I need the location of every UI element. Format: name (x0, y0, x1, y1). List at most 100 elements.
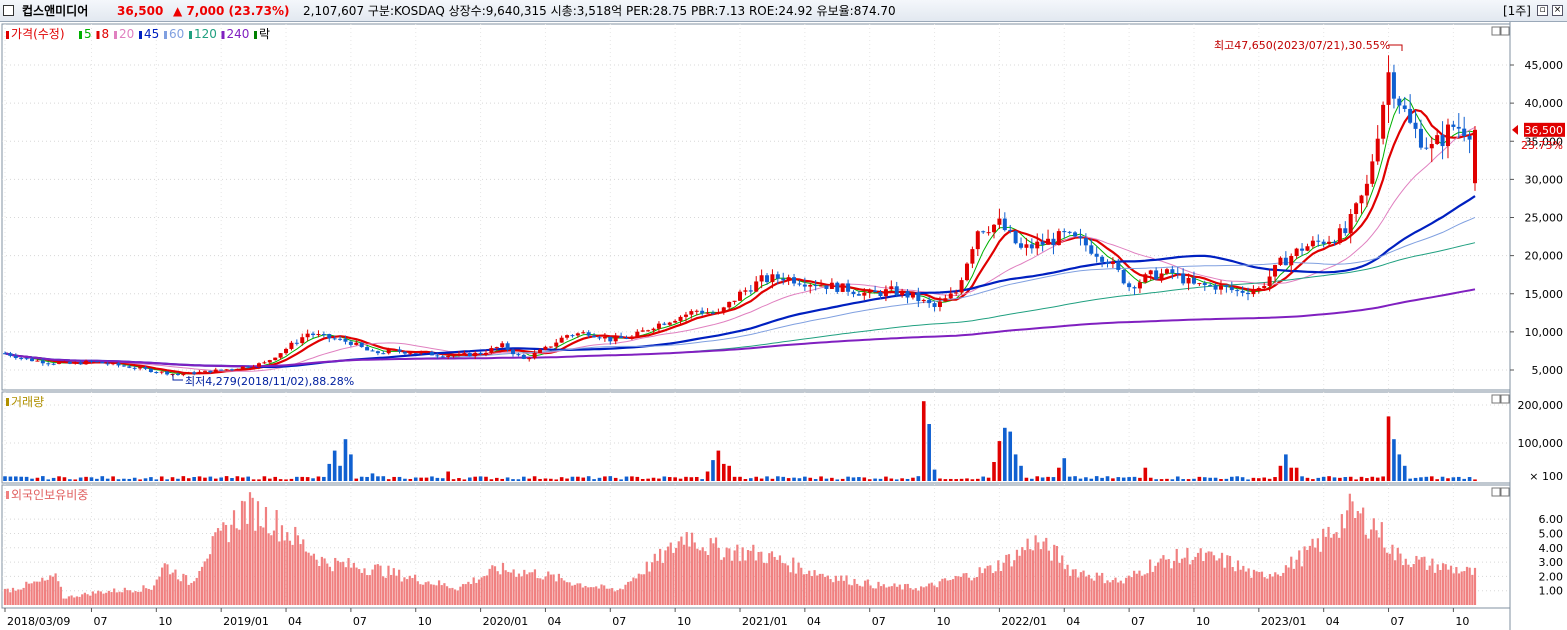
foreign-ratio-bar (99, 591, 102, 605)
volume-bar (970, 479, 975, 481)
candle-body (1283, 257, 1288, 266)
select-checkbox[interactable] (3, 5, 14, 16)
candle-body (705, 312, 710, 314)
foreign-ratio-bar (1119, 580, 1122, 605)
foreign-ratio-bar (1106, 580, 1109, 605)
volume-bar (224, 476, 229, 481)
candle-body (673, 320, 678, 323)
candle-body (678, 316, 683, 321)
foreign-ratio-bar (565, 582, 569, 605)
foreign-ratio-bar (1183, 557, 1186, 605)
foreign-ratio-bar (461, 584, 465, 605)
foreign-ratio-bar (384, 577, 387, 605)
candle-body (1073, 232, 1078, 237)
foreign-ratio-bar (778, 555, 782, 605)
foreign-ratio-bar (576, 583, 579, 605)
candle-body (619, 336, 624, 338)
candle-body (570, 335, 575, 337)
stock-chart[interactable]: 5,000 10,000 15,000 20,000 25,000 30,000 35,00… (0, 22, 1567, 630)
foreign-ratio-bar (1431, 558, 1434, 605)
candle-body (1202, 283, 1207, 285)
maximize-icon[interactable]: ▫ (1537, 5, 1548, 16)
foreign-ratio-bar (1276, 574, 1280, 605)
foreign-ratio-bar (1111, 580, 1114, 605)
volume-bar (846, 476, 850, 481)
foreign-ratio-bar (342, 561, 345, 605)
volume-bar (73, 479, 78, 481)
foreign-ratio-bar (1045, 537, 1048, 605)
volume-bar (905, 478, 910, 481)
volume-bar (1300, 476, 1304, 481)
foreign-ratio-bar (906, 583, 909, 605)
volume-bar (1332, 477, 1337, 481)
volume-bar (213, 478, 218, 481)
volume-bar (711, 460, 715, 481)
foreign-ratio-bar (272, 530, 276, 605)
foreign-ratio-bar (1292, 568, 1296, 605)
current-price-box (1524, 122, 1565, 137)
foreign-ratio-bar (933, 585, 936, 605)
foreign-ratio-bar (235, 528, 238, 605)
foreign-ratio-bar (475, 582, 478, 605)
foreign-ratio-bar (222, 522, 225, 605)
foreign-ratio-bar (701, 547, 704, 605)
volume-bar (732, 476, 737, 481)
foreign-ratio-bar (1295, 559, 1298, 605)
candle-body (1359, 195, 1364, 204)
period-label[interactable]: [1주] (1502, 4, 1531, 18)
legend-swatch (6, 31, 9, 39)
candle-body (348, 341, 353, 345)
foreign-ratio-bar (1423, 556, 1426, 605)
foreign-ratio-bar (161, 567, 164, 605)
foreign-ratio-bar (1090, 578, 1093, 605)
foreign-ratio-bar (1007, 554, 1011, 605)
foreign-ratio-bar (935, 587, 939, 605)
candle-body (640, 330, 645, 332)
foreign-ratio-bar (754, 560, 758, 605)
panel-frame (1, 391, 1511, 484)
volume-bar (467, 477, 472, 481)
candle-body (608, 336, 613, 342)
foreign-ratio-bar (134, 591, 137, 605)
volume-bar (1035, 476, 1040, 481)
foreign-ratio-bar (728, 548, 731, 605)
candle-body (1159, 273, 1164, 280)
volume-bar (803, 476, 807, 481)
foreign-ratio-bar (520, 576, 523, 605)
foreign-ratio-bar (1322, 528, 1325, 605)
foreign-ratio-bar (81, 594, 84, 605)
close-icon[interactable]: × (1552, 5, 1563, 16)
foreign-ratio-bar (1412, 563, 1415, 605)
volume-bar (932, 469, 937, 481)
foreign-ratio-bar (901, 589, 904, 605)
candle-body (73, 362, 78, 364)
foreign-ratio-bar (762, 562, 766, 605)
foreign-ratio-bar (994, 571, 997, 605)
foreign-ratio-bar (1324, 536, 1327, 605)
volume-bar (159, 476, 164, 481)
high-annotation-arrow (1388, 44, 1403, 51)
candle-body (511, 349, 516, 355)
volume-bar (1473, 479, 1477, 481)
volume-bar (1078, 478, 1083, 481)
legend-swatch (139, 31, 142, 39)
candle-body (181, 374, 186, 376)
volume-bar (921, 401, 926, 481)
foreign-ratio-bar (163, 563, 166, 605)
candle-body (959, 280, 964, 293)
volume-bar (765, 476, 769, 481)
foreign-ratio-bar (997, 560, 1000, 605)
candle-body (305, 333, 310, 338)
candle-body (694, 310, 699, 312)
candle-body (1051, 238, 1056, 246)
foreign-ratio-bar (1284, 565, 1288, 605)
foreign-ratio-bar (1362, 507, 1365, 605)
foreign-ratio-bar (512, 569, 515, 605)
foreign-ratio-bar (19, 589, 23, 605)
legend-swatch (6, 398, 9, 406)
legend-price-label: 가격(수정) (11, 27, 65, 41)
foreign-ratio-bar (1050, 560, 1053, 605)
foreign-ratio-bar (1202, 561, 1205, 605)
candle-body (300, 337, 305, 344)
foreign-ratio-bar (600, 584, 603, 605)
